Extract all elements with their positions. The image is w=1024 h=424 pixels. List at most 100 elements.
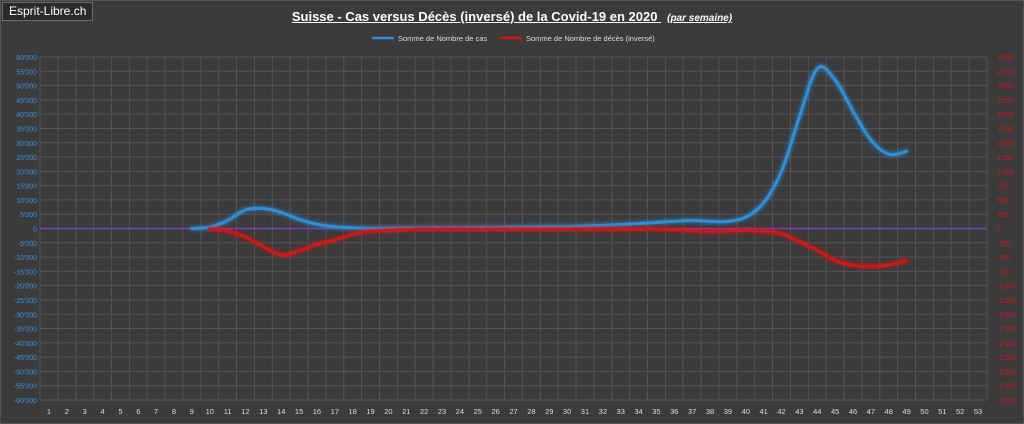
x-tick-label: 51 bbox=[938, 407, 946, 416]
x-tick-label: 7 bbox=[154, 407, 158, 416]
right-tick-label: -500 bbox=[997, 255, 1011, 262]
x-tick-label: 27 bbox=[509, 407, 517, 416]
right-tick-label: 0 bbox=[997, 227, 1001, 234]
x-tick-label: 38 bbox=[706, 407, 714, 416]
x-tick-label: 14 bbox=[277, 407, 285, 416]
legend-label: Somme de Nombre de cas bbox=[398, 34, 487, 43]
left-tick-label: 20'000 bbox=[16, 169, 37, 176]
x-tick-label: 24 bbox=[456, 407, 464, 416]
x-axis-ticks: 1 2 3 4 5 6 7 8 9 10 11 12 13 14 15 16 17 18 19 20 21 22 23 24 2… bbox=[47, 407, 982, 416]
x-tick-label: 50 bbox=[920, 407, 928, 416]
left-tick-label: -60'000 bbox=[14, 398, 37, 405]
right-tick-label: -2'000 bbox=[997, 341, 1016, 348]
right-tick-label: -2'500 bbox=[997, 369, 1016, 376]
right-tick-label: -1'250 bbox=[997, 298, 1016, 305]
left-axis-ticks: 60'000 55'000 50'000 45'000 40'000 35'000 30'0… bbox=[14, 55, 37, 405]
x-tick-label: 15 bbox=[295, 407, 303, 416]
x-tick-label: 18 bbox=[349, 407, 357, 416]
left-tick-label: -15'000 bbox=[14, 269, 37, 276]
left-tick-label: 0 bbox=[33, 227, 37, 234]
right-tick-label: -2'750 bbox=[997, 384, 1016, 391]
chart-title: Suisse - Cas versus Décès (inversé) de l… bbox=[0, 9, 1024, 24]
x-tick-label: 2 bbox=[65, 407, 69, 416]
x-tick-label: 3 bbox=[83, 407, 87, 416]
left-tick-label: -50'000 bbox=[14, 369, 37, 376]
x-tick-label: 26 bbox=[491, 407, 499, 416]
x-tick-label: 52 bbox=[956, 407, 964, 416]
right-tick-label: 250 bbox=[997, 212, 1009, 219]
site-badge: Esprit-Libre.ch bbox=[2, 2, 94, 21]
x-tick-label: 23 bbox=[438, 407, 446, 416]
x-tick-label: 13 bbox=[259, 407, 267, 416]
right-tick-label: 1'500 bbox=[997, 141, 1014, 148]
x-tick-label: 28 bbox=[527, 407, 535, 416]
right-tick-label: -2'250 bbox=[997, 355, 1016, 362]
right-tick-label: 750 bbox=[997, 184, 1009, 191]
x-tick-label: 10 bbox=[206, 407, 214, 416]
right-tick-label: 500 bbox=[997, 198, 1009, 205]
x-tick-label: 37 bbox=[688, 407, 696, 416]
x-tick-label: 25 bbox=[474, 407, 482, 416]
x-tick-label: 46 bbox=[849, 407, 857, 416]
x-tick-label: 17 bbox=[331, 407, 339, 416]
x-tick-label: 9 bbox=[190, 407, 194, 416]
x-tick-label: 35 bbox=[652, 407, 660, 416]
right-tick-label: 2'000 bbox=[997, 112, 1014, 119]
series-line-cases bbox=[190, 65, 909, 230]
x-tick-label: 39 bbox=[724, 407, 732, 416]
left-tick-label: -20'000 bbox=[14, 284, 37, 291]
left-tick-label: 60'000 bbox=[16, 55, 37, 62]
x-tick-label: 30 bbox=[563, 407, 571, 416]
right-tick-label: 3'000 bbox=[997, 55, 1014, 62]
right-tick-label: 1'250 bbox=[997, 155, 1014, 162]
x-tick-label: 41 bbox=[759, 407, 767, 416]
x-tick-label: 21 bbox=[402, 407, 410, 416]
right-tick-label: -1'750 bbox=[997, 327, 1016, 334]
x-tick-label: 42 bbox=[777, 407, 785, 416]
left-tick-label: 25'000 bbox=[16, 155, 37, 162]
series-line-deaths bbox=[208, 227, 909, 268]
left-tick-label: -5'000 bbox=[18, 241, 37, 248]
x-tick-label: 1 bbox=[47, 407, 51, 416]
left-tick-label: 55'000 bbox=[16, 69, 37, 76]
x-tick-label: 20 bbox=[384, 407, 392, 416]
chart-legend: Somme de Nombre de cas Somme de Nombre de… bbox=[372, 34, 655, 43]
chart-title-sub: (par semaine) bbox=[667, 13, 733, 24]
left-tick-label: 50'000 bbox=[16, 84, 37, 91]
right-axis-ticks: 3'000 2'750 2'500 2'250 2'000 1'750 1'500 1'250… bbox=[997, 55, 1016, 405]
left-tick-label: -45'000 bbox=[14, 355, 37, 362]
x-tick-label: 12 bbox=[241, 407, 249, 416]
x-tick-label: 44 bbox=[813, 407, 821, 416]
x-tick-label: 4 bbox=[100, 407, 104, 416]
x-tick-label: 29 bbox=[545, 407, 553, 416]
x-tick-label: 45 bbox=[831, 407, 839, 416]
x-tick-label: 53 bbox=[974, 407, 982, 416]
x-tick-label: 16 bbox=[313, 407, 321, 416]
right-tick-label: -1'500 bbox=[997, 312, 1016, 319]
right-tick-label: -750 bbox=[997, 269, 1011, 276]
left-tick-label: 10'000 bbox=[16, 198, 37, 205]
left-tick-label: -30'000 bbox=[14, 312, 37, 319]
left-tick-label: 35'000 bbox=[16, 126, 37, 133]
left-tick-label: 5'000 bbox=[20, 212, 37, 219]
left-tick-label: -10'000 bbox=[14, 255, 37, 262]
series-lines bbox=[190, 65, 909, 268]
left-tick-label: 45'000 bbox=[16, 98, 37, 105]
x-tick-label: 31 bbox=[581, 407, 589, 416]
x-tick-label: 36 bbox=[670, 407, 678, 416]
right-tick-label: -1'000 bbox=[997, 284, 1016, 291]
left-tick-label: -25'000 bbox=[14, 298, 37, 305]
right-tick-label: 1'750 bbox=[997, 126, 1014, 133]
right-tick-label: -3'000 bbox=[997, 398, 1016, 405]
left-tick-label: 15'000 bbox=[16, 184, 37, 191]
x-tick-label: 43 bbox=[795, 407, 803, 416]
x-tick-label: 5 bbox=[118, 407, 122, 416]
left-tick-label: 30'000 bbox=[16, 141, 37, 148]
x-tick-label: 34 bbox=[634, 407, 642, 416]
right-tick-label: 2'500 bbox=[997, 84, 1014, 91]
right-tick-label: 1'000 bbox=[997, 169, 1014, 176]
left-tick-label: 40'000 bbox=[16, 112, 37, 119]
x-tick-label: 40 bbox=[742, 407, 750, 416]
x-tick-label: 32 bbox=[599, 407, 607, 416]
